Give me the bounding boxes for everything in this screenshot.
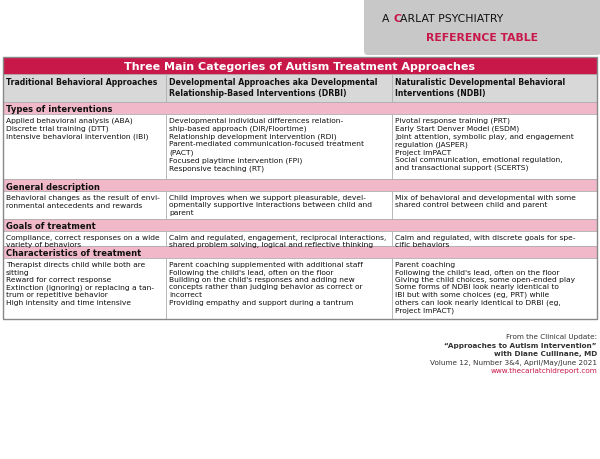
Text: Calm and regulated, engagement, reciprocal interactions,
shared problem solving,: Calm and regulated, engagement, reciproc…	[169, 235, 387, 248]
Text: Compliance, correct responses on a wide
variety of behaviors: Compliance, correct responses on a wide …	[6, 235, 160, 248]
Text: REFERENCE TABLE: REFERENCE TABLE	[427, 33, 539, 43]
Text: General description: General description	[6, 182, 100, 191]
Text: Three Main Categories of Autism Treatment Approaches: Three Main Categories of Autism Treatmen…	[125, 62, 476, 71]
Bar	[3, 115, 166, 179]
Text: Calm and regulated, with discrete goals for spe-
cific behaviors: Calm and regulated, with discrete goals …	[395, 235, 575, 248]
Bar	[3, 246, 597, 258]
Bar	[392, 258, 597, 319]
Text: Types of interventions: Types of interventions	[6, 105, 112, 114]
Bar	[392, 115, 597, 179]
Bar	[166, 115, 392, 179]
Bar	[3, 219, 597, 231]
Bar	[166, 191, 392, 219]
Text: Pivotal response training (PRT)
Early Start Denver Model (ESDM)
Joint attention,: Pivotal response training (PRT) Early St…	[395, 118, 574, 171]
Text: Naturalistic Developmental Behavioral
Interventions (NDBI): Naturalistic Developmental Behavioral In…	[395, 78, 565, 98]
Text: Volume 12, Number 3&4, April/May/June 2021: Volume 12, Number 3&4, April/May/June 20…	[430, 359, 597, 365]
Text: A: A	[382, 15, 393, 24]
Text: “Approaches to Autism Intervention”: “Approaches to Autism Intervention”	[445, 342, 597, 348]
Text: Characteristics of treatment: Characteristics of treatment	[6, 249, 141, 258]
Text: Applied behavioral analysis (ABA)
Discrete trial training (DTT)
Intensive behavi: Applied behavioral analysis (ABA) Discre…	[6, 118, 149, 140]
Bar	[392, 231, 597, 246]
Bar	[166, 75, 392, 103]
Text: Parent coaching supplemented with additional staff
Following the child's lead, o: Parent coaching supplemented with additi…	[169, 262, 363, 305]
Text: with Diane Cullinane, MD: with Diane Cullinane, MD	[494, 351, 597, 357]
Bar	[166, 231, 392, 246]
Text: Parent coaching
Following the child's lead, often on the floor
Giving the child : Parent coaching Following the child's le…	[395, 262, 575, 314]
Text: Developmental Approaches aka Developmental
Relationship-Based Interventions (DRB: Developmental Approaches aka Development…	[169, 78, 378, 98]
Bar	[392, 191, 597, 219]
Bar	[166, 258, 392, 319]
Text: From the Clinical Update:: From the Clinical Update:	[506, 334, 597, 340]
Text: C: C	[394, 15, 402, 24]
Bar	[3, 231, 166, 246]
Bar	[3, 191, 166, 219]
Bar	[3, 75, 166, 103]
Text: Traditional Behavioral Approaches: Traditional Behavioral Approaches	[6, 78, 157, 87]
Bar	[3, 179, 597, 191]
Text: Developmental individual differences relation-
ship-based approach (DIR/Floortim: Developmental individual differences rel…	[169, 118, 364, 171]
Bar	[3, 103, 597, 115]
FancyBboxPatch shape	[364, 0, 600, 56]
Text: Goals of treatment: Goals of treatment	[6, 222, 96, 231]
Text: Mix of behavioral and developmental with some
shared control between child and p: Mix of behavioral and developmental with…	[395, 195, 576, 208]
Text: Child improves when we support pleasurable, devel-
opmentally supportive interac: Child improves when we support pleasurab…	[169, 195, 373, 216]
Bar	[3, 58, 597, 75]
Text: Behavioral changes as the result of envi-
ronmental antecedents and rewards: Behavioral changes as the result of envi…	[6, 195, 160, 208]
Text: www.thecarlatchidreport.com: www.thecarlatchidreport.com	[490, 368, 597, 374]
Bar	[3, 58, 597, 319]
Text: Therapist directs child while both are
sitting
Reward for correct response
Extin: Therapist directs child while both are s…	[6, 262, 154, 305]
Bar	[3, 258, 166, 319]
Bar	[392, 75, 597, 103]
Text: ARLAT PSYCHIATRY: ARLAT PSYCHIATRY	[400, 15, 503, 24]
